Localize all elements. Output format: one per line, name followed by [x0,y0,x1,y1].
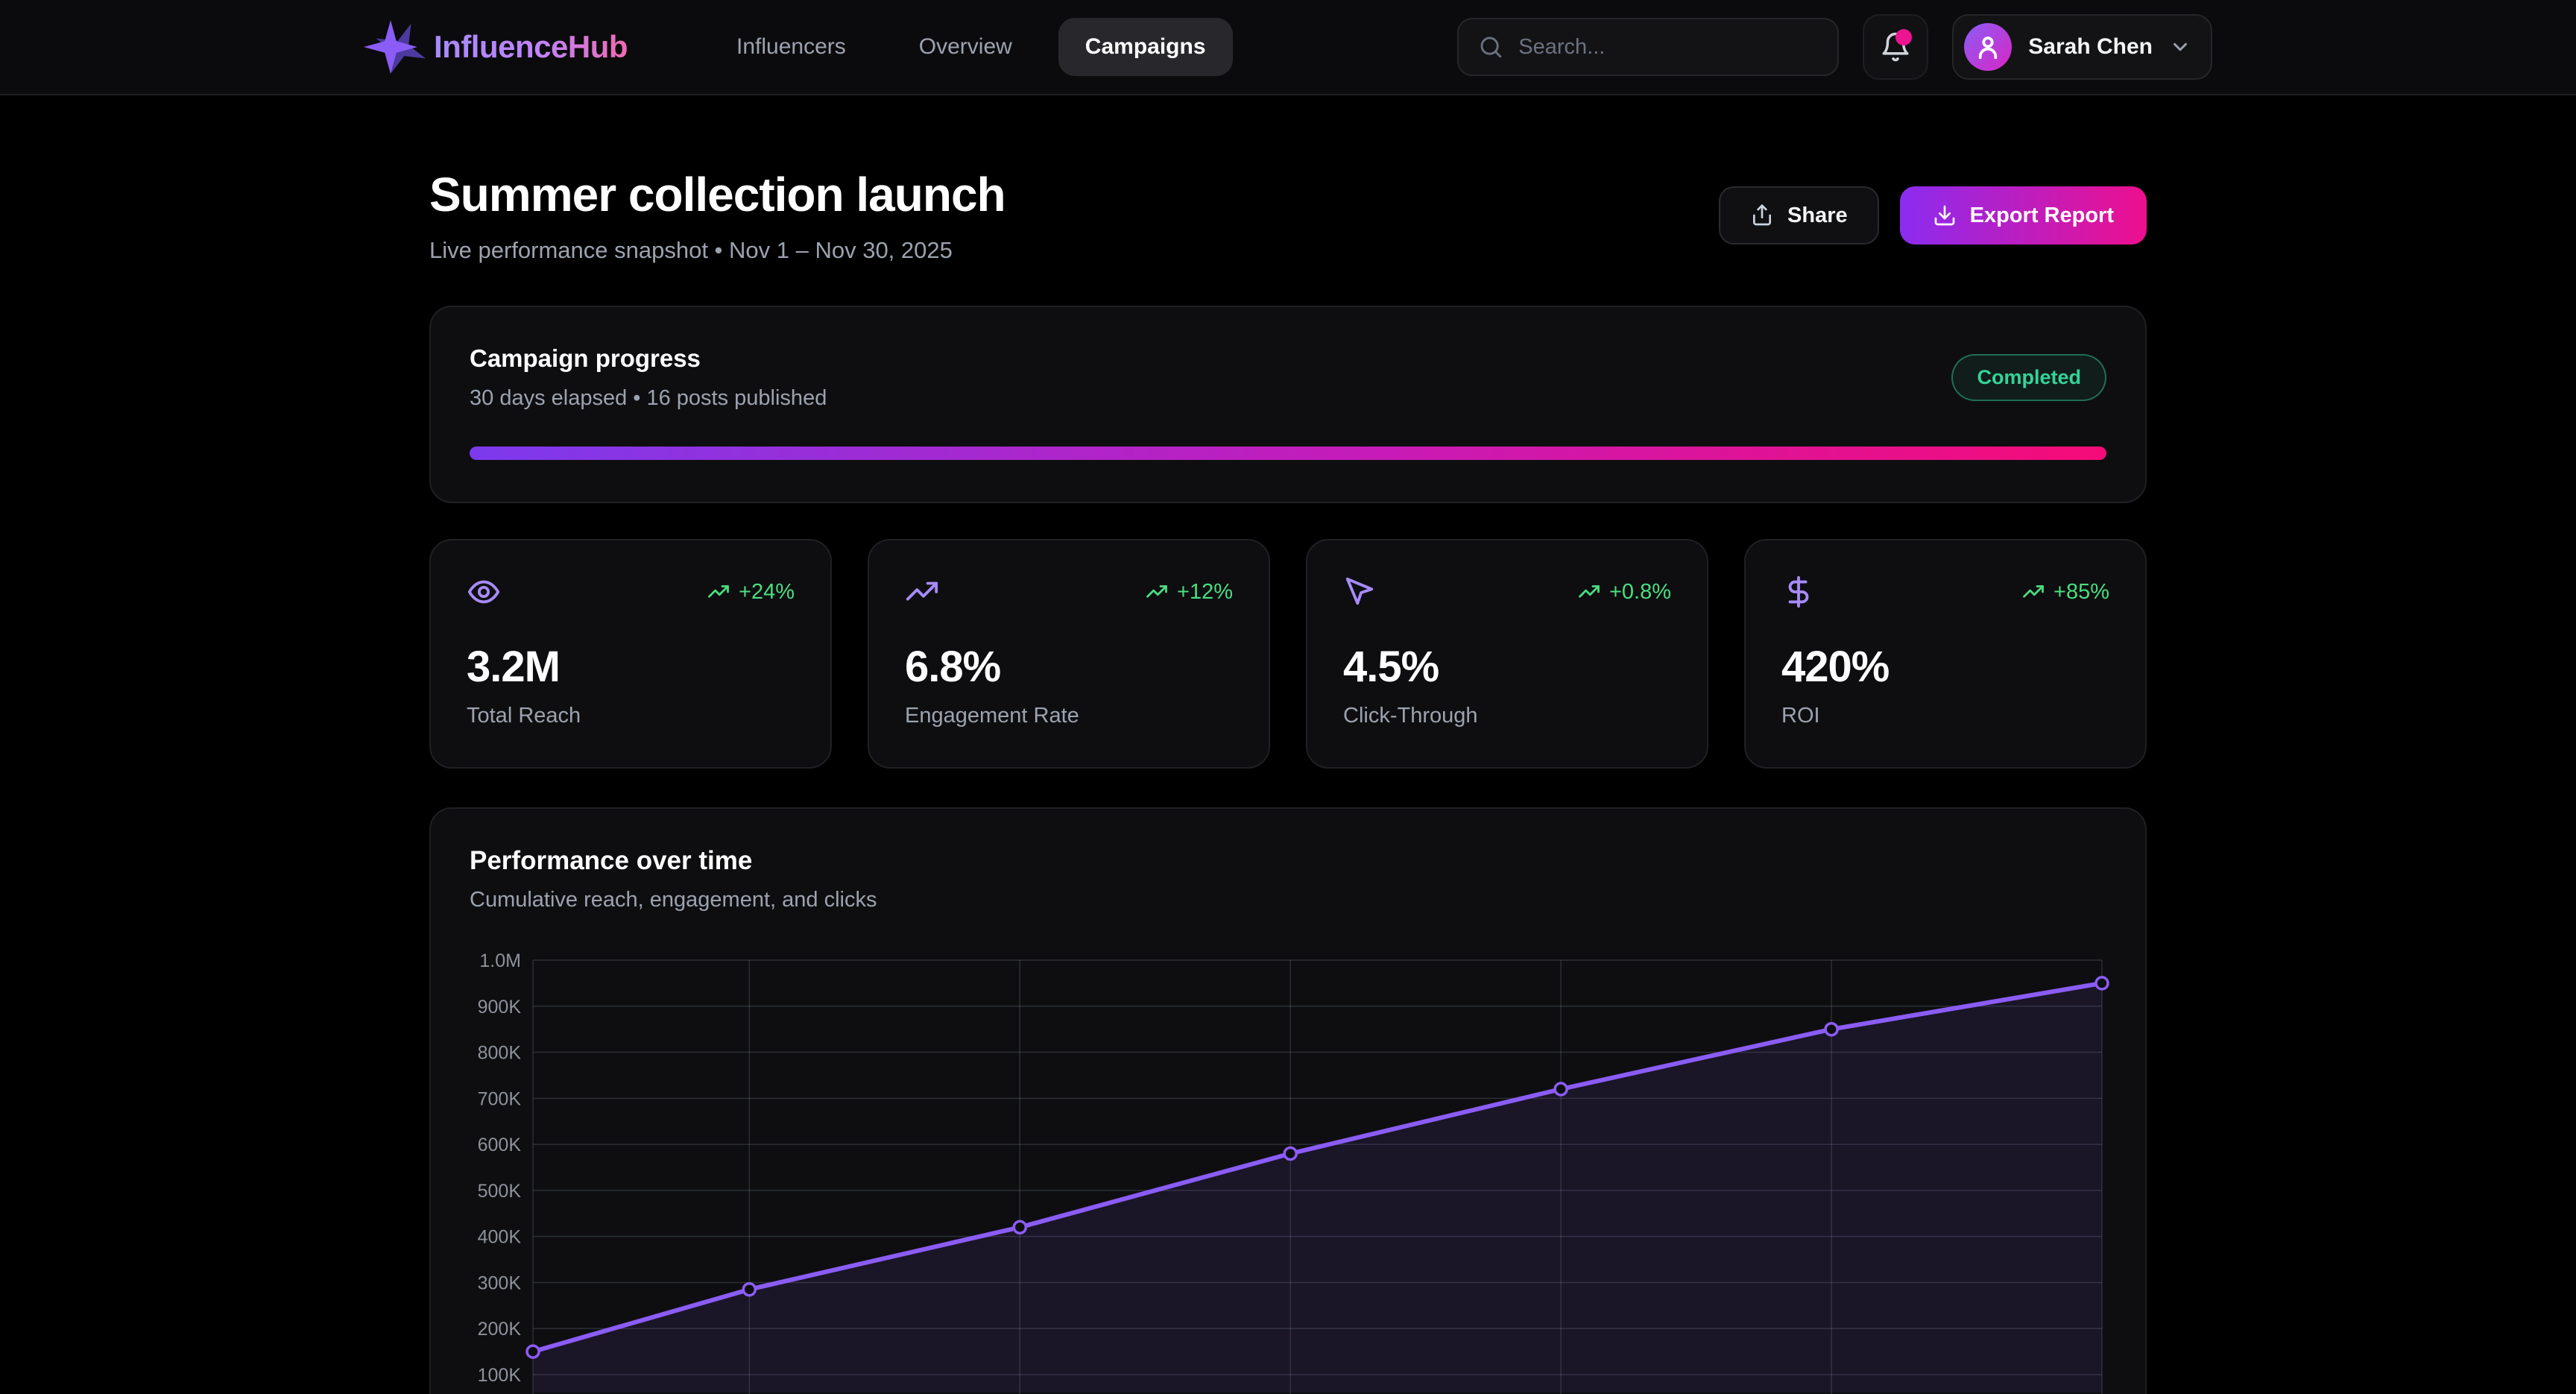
performance-chart-card: Performance over time Cumulative reach, … [429,807,2147,1394]
search-input[interactable] [1518,35,1818,60]
delta-value: +0.8% [1609,580,1671,605]
mouse-pointer-icon [1343,575,1377,609]
svg-text:500K: 500K [478,1181,522,1202]
page-header: Summer collection launch Live performanc… [429,167,2147,264]
delta-badge: +0.8% [1578,580,1671,605]
top-nav-bar: InfluenceHub Influencers Overview Campai… [0,0,2576,95]
delta-value: +12% [1177,580,1233,605]
svg-text:800K: 800K [478,1043,522,1064]
trending-up-icon [1578,581,1600,603]
svg-text:1.0M: 1.0M [479,950,521,971]
progress-subtitle: 30 days elapsed • 16 posts published [470,386,827,411]
svg-text:100K: 100K [478,1365,522,1386]
export-report-button[interactable]: Export Report [1900,186,2147,245]
brand[interactable]: InfluenceHub [364,20,628,74]
stat-label: ROI [1781,704,2109,728]
trending-up-icon [2022,581,2045,603]
trending-up-icon [1146,581,1168,603]
svg-text:300K: 300K [478,1272,522,1293]
stat-card-click-through: +0.8% 4.5% Click-Through [1306,539,1708,769]
stat-value: 420% [1781,642,2109,692]
delta-badge: +24% [707,580,795,605]
search-icon [1478,34,1503,60]
chart-title: Performance over time [470,846,2106,876]
brand-name: InfluenceHub [434,29,628,65]
kpi-row: +24% 3.2M Total Reach +12% 6.8% Engageme… [429,539,2147,769]
delta-value: +24% [739,580,795,605]
stat-value: 3.2M [467,642,795,692]
avatar [1964,23,2012,71]
delta-value: +85% [2053,580,2109,605]
page-subtitle: Live performance snapshot • Nov 1 – Nov … [429,237,1006,264]
share-button[interactable]: Share [1719,186,1879,245]
nav-item-overview[interactable]: Overview [892,18,1039,76]
share-icon [1750,204,1774,227]
page-title: Summer collection launch [429,167,1006,222]
trending-up-icon [905,575,939,609]
notifications-button[interactable] [1863,14,1928,80]
export-button-label: Export Report [1970,204,2114,228]
svg-text:600K: 600K [478,1135,522,1155]
eye-icon [467,575,501,609]
svg-text:400K: 400K [478,1227,522,1248]
chart-subtitle: Cumulative reach, engagement, and clicks [470,888,2106,912]
campaign-progress-card: Campaign progress 30 days elapsed • 16 p… [429,306,2147,503]
trending-up-icon [707,581,730,603]
main-nav: Influencers Overview Campaigns [710,18,1233,76]
status-badge: Completed [1951,354,2106,401]
svg-text:700K: 700K [478,1088,522,1109]
progress-title: Campaign progress [470,344,827,373]
svg-text:900K: 900K [478,997,522,1018]
search-box[interactable] [1457,18,1839,76]
stat-card-total-reach: +24% 3.2M Total Reach [429,539,832,769]
user-menu[interactable]: Sarah Chen [1952,14,2212,80]
progress-bar-fill [470,447,2106,460]
nav-item-influencers[interactable]: Influencers [710,18,873,76]
share-button-label: Share [1787,204,1848,228]
stat-card-roi: +85% 420% ROI [1744,539,2147,769]
chevron-down-icon [2169,36,2191,58]
stat-card-engagement-rate: +12% 6.8% Engagement Rate [868,539,1270,769]
performance-line-chart[interactable]: 1.0M 900K 800K 700K 600K 500K 400K 300K 200K 100K… [470,945,2109,1394]
stat-label: Click-Through [1343,704,1671,728]
delta-badge: +12% [1146,580,1233,605]
delta-badge: +85% [2022,580,2109,605]
user-name: Sarah Chen [2028,34,2153,60]
sparkle-logo-icon [364,20,417,74]
stat-value: 6.8% [905,642,1233,692]
svg-text:200K: 200K [478,1319,522,1340]
progress-bar-track [470,447,2106,460]
stat-value: 4.5% [1343,642,1671,692]
download-icon [1933,204,1957,227]
stat-label: Engagement Rate [905,704,1233,728]
user-icon [1974,33,2002,61]
nav-item-campaigns[interactable]: Campaigns [1058,18,1233,76]
dollar-icon [1781,575,1816,609]
stat-label: Total Reach [467,704,795,728]
